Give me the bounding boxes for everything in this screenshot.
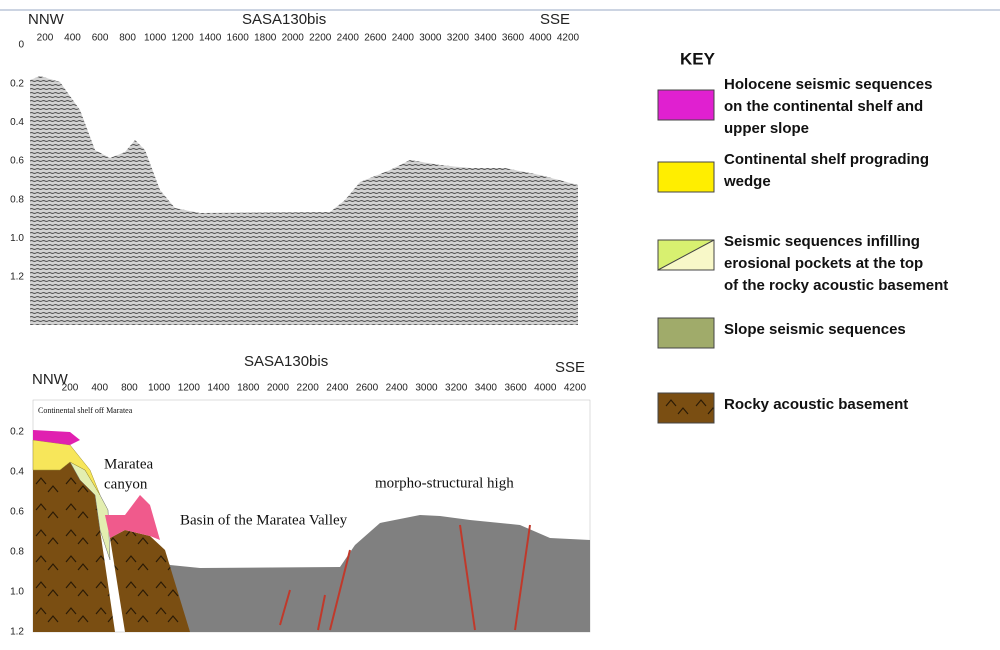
annotation: Maratea [104, 456, 153, 472]
x-tick-label: 400 [64, 33, 81, 44]
x-tick-label: 2400 [386, 383, 409, 394]
y-tick-label: 0 [18, 40, 24, 51]
profile-title: SASA130bis [244, 353, 328, 370]
x-tick-label: 1800 [237, 383, 260, 394]
x-tick-label: 1000 [148, 383, 171, 394]
figure: Continental shelf off Maratea Maratea ca… [0, 0, 1000, 645]
key-label: upper slope [724, 120, 809, 137]
y-tick-label: 0.2 [10, 427, 24, 438]
x-tick-label: 2600 [364, 33, 387, 44]
x-tick-label: 4200 [564, 383, 587, 394]
y-tick-label: 1.2 [10, 272, 24, 283]
x-tick-label: 1600 [227, 33, 250, 44]
key-swatch [658, 162, 714, 192]
y-tick-label: 0.4 [10, 117, 24, 128]
basement [33, 462, 115, 632]
x-tick-label: 3200 [447, 33, 470, 44]
annotation: Continental shelf off Maratea [38, 406, 133, 415]
x-tick-label: 2200 [297, 383, 320, 394]
x-tick-label: 1400 [199, 33, 222, 44]
key-label: of the rocky acoustic basement [724, 277, 948, 294]
key-label: Rocky acoustic basement [724, 396, 908, 413]
key-swatch [658, 393, 714, 423]
x-tick-label: 3400 [474, 33, 497, 44]
x-tick-label: 1200 [178, 383, 201, 394]
x-tick-label: 3000 [415, 383, 438, 394]
x-tick-label: 200 [62, 383, 79, 394]
direction: SSE [540, 11, 570, 28]
profile-title: SASA130bis [242, 11, 326, 28]
key-label: on the continental shelf and [724, 98, 923, 115]
seismic-section [30, 76, 578, 325]
x-tick-label: 4200 [557, 33, 580, 44]
direction: SSE [555, 359, 585, 376]
x-tick-label: 3600 [502, 33, 525, 44]
x-tick-label: 800 [119, 33, 136, 44]
x-tick-label: 3000 [419, 33, 442, 44]
key-label: Holocene seismic sequences [724, 76, 932, 93]
key-title: KEY [680, 49, 716, 68]
x-tick-label: 600 [92, 33, 109, 44]
x-tick-label: 200 [37, 33, 54, 44]
key-swatch [658, 90, 714, 120]
annotation: canyon [104, 476, 148, 492]
x-tick-label: 4000 [534, 383, 557, 394]
x-tick-label: 2400 [392, 33, 415, 44]
y-tick-label: 1.0 [10, 233, 24, 244]
x-tick-label: 1400 [207, 383, 230, 394]
annotation: morpho-structural high [375, 475, 514, 491]
x-tick-label: 3200 [445, 383, 468, 394]
y-tick-label: 0.2 [10, 78, 24, 89]
x-tick-label: 2400 [326, 383, 349, 394]
y-tick-label: 0.8 [10, 194, 24, 205]
x-tick-label: 3400 [475, 383, 498, 394]
x-tick-label: 2200 [309, 33, 332, 44]
key-label: Continental shelf prograding [724, 151, 929, 168]
page: {"top_panel": {"left": "NNW", "title": "… [0, 0, 1000, 645]
y-tick-label: 0.6 [10, 156, 24, 167]
y-tick-label: 0.8 [10, 547, 24, 558]
y-tick-label: 0.6 [10, 507, 24, 518]
x-tick-label: 1000 [144, 33, 167, 44]
x-tick-label: 800 [121, 383, 138, 394]
x-tick-label: 400 [91, 383, 108, 394]
x-tick-label: 2400 [337, 33, 360, 44]
x-tick-label: 2600 [356, 383, 379, 394]
y-tick-label: 1.0 [10, 587, 24, 598]
x-tick-label: 4000 [529, 33, 552, 44]
x-tick-label: 2000 [267, 383, 290, 394]
key-label: Seismic sequences infilling [724, 233, 920, 250]
x-tick-label: 3600 [504, 383, 527, 394]
x-tick-label: 1200 [172, 33, 195, 44]
key-label: Slope seismic sequences [724, 321, 906, 338]
key-label: wedge [723, 173, 771, 190]
y-tick-label: 0.4 [10, 467, 24, 478]
annotation: Basin of the Maratea Valley [180, 512, 348, 528]
key-swatch [658, 318, 714, 348]
direction: NNW [28, 11, 65, 28]
key-label: erosional pockets at the top [724, 255, 923, 272]
x-tick-label: 2000 [282, 33, 305, 44]
x-tick-label: 1800 [254, 33, 277, 44]
y-tick-label: 1.2 [10, 627, 24, 638]
